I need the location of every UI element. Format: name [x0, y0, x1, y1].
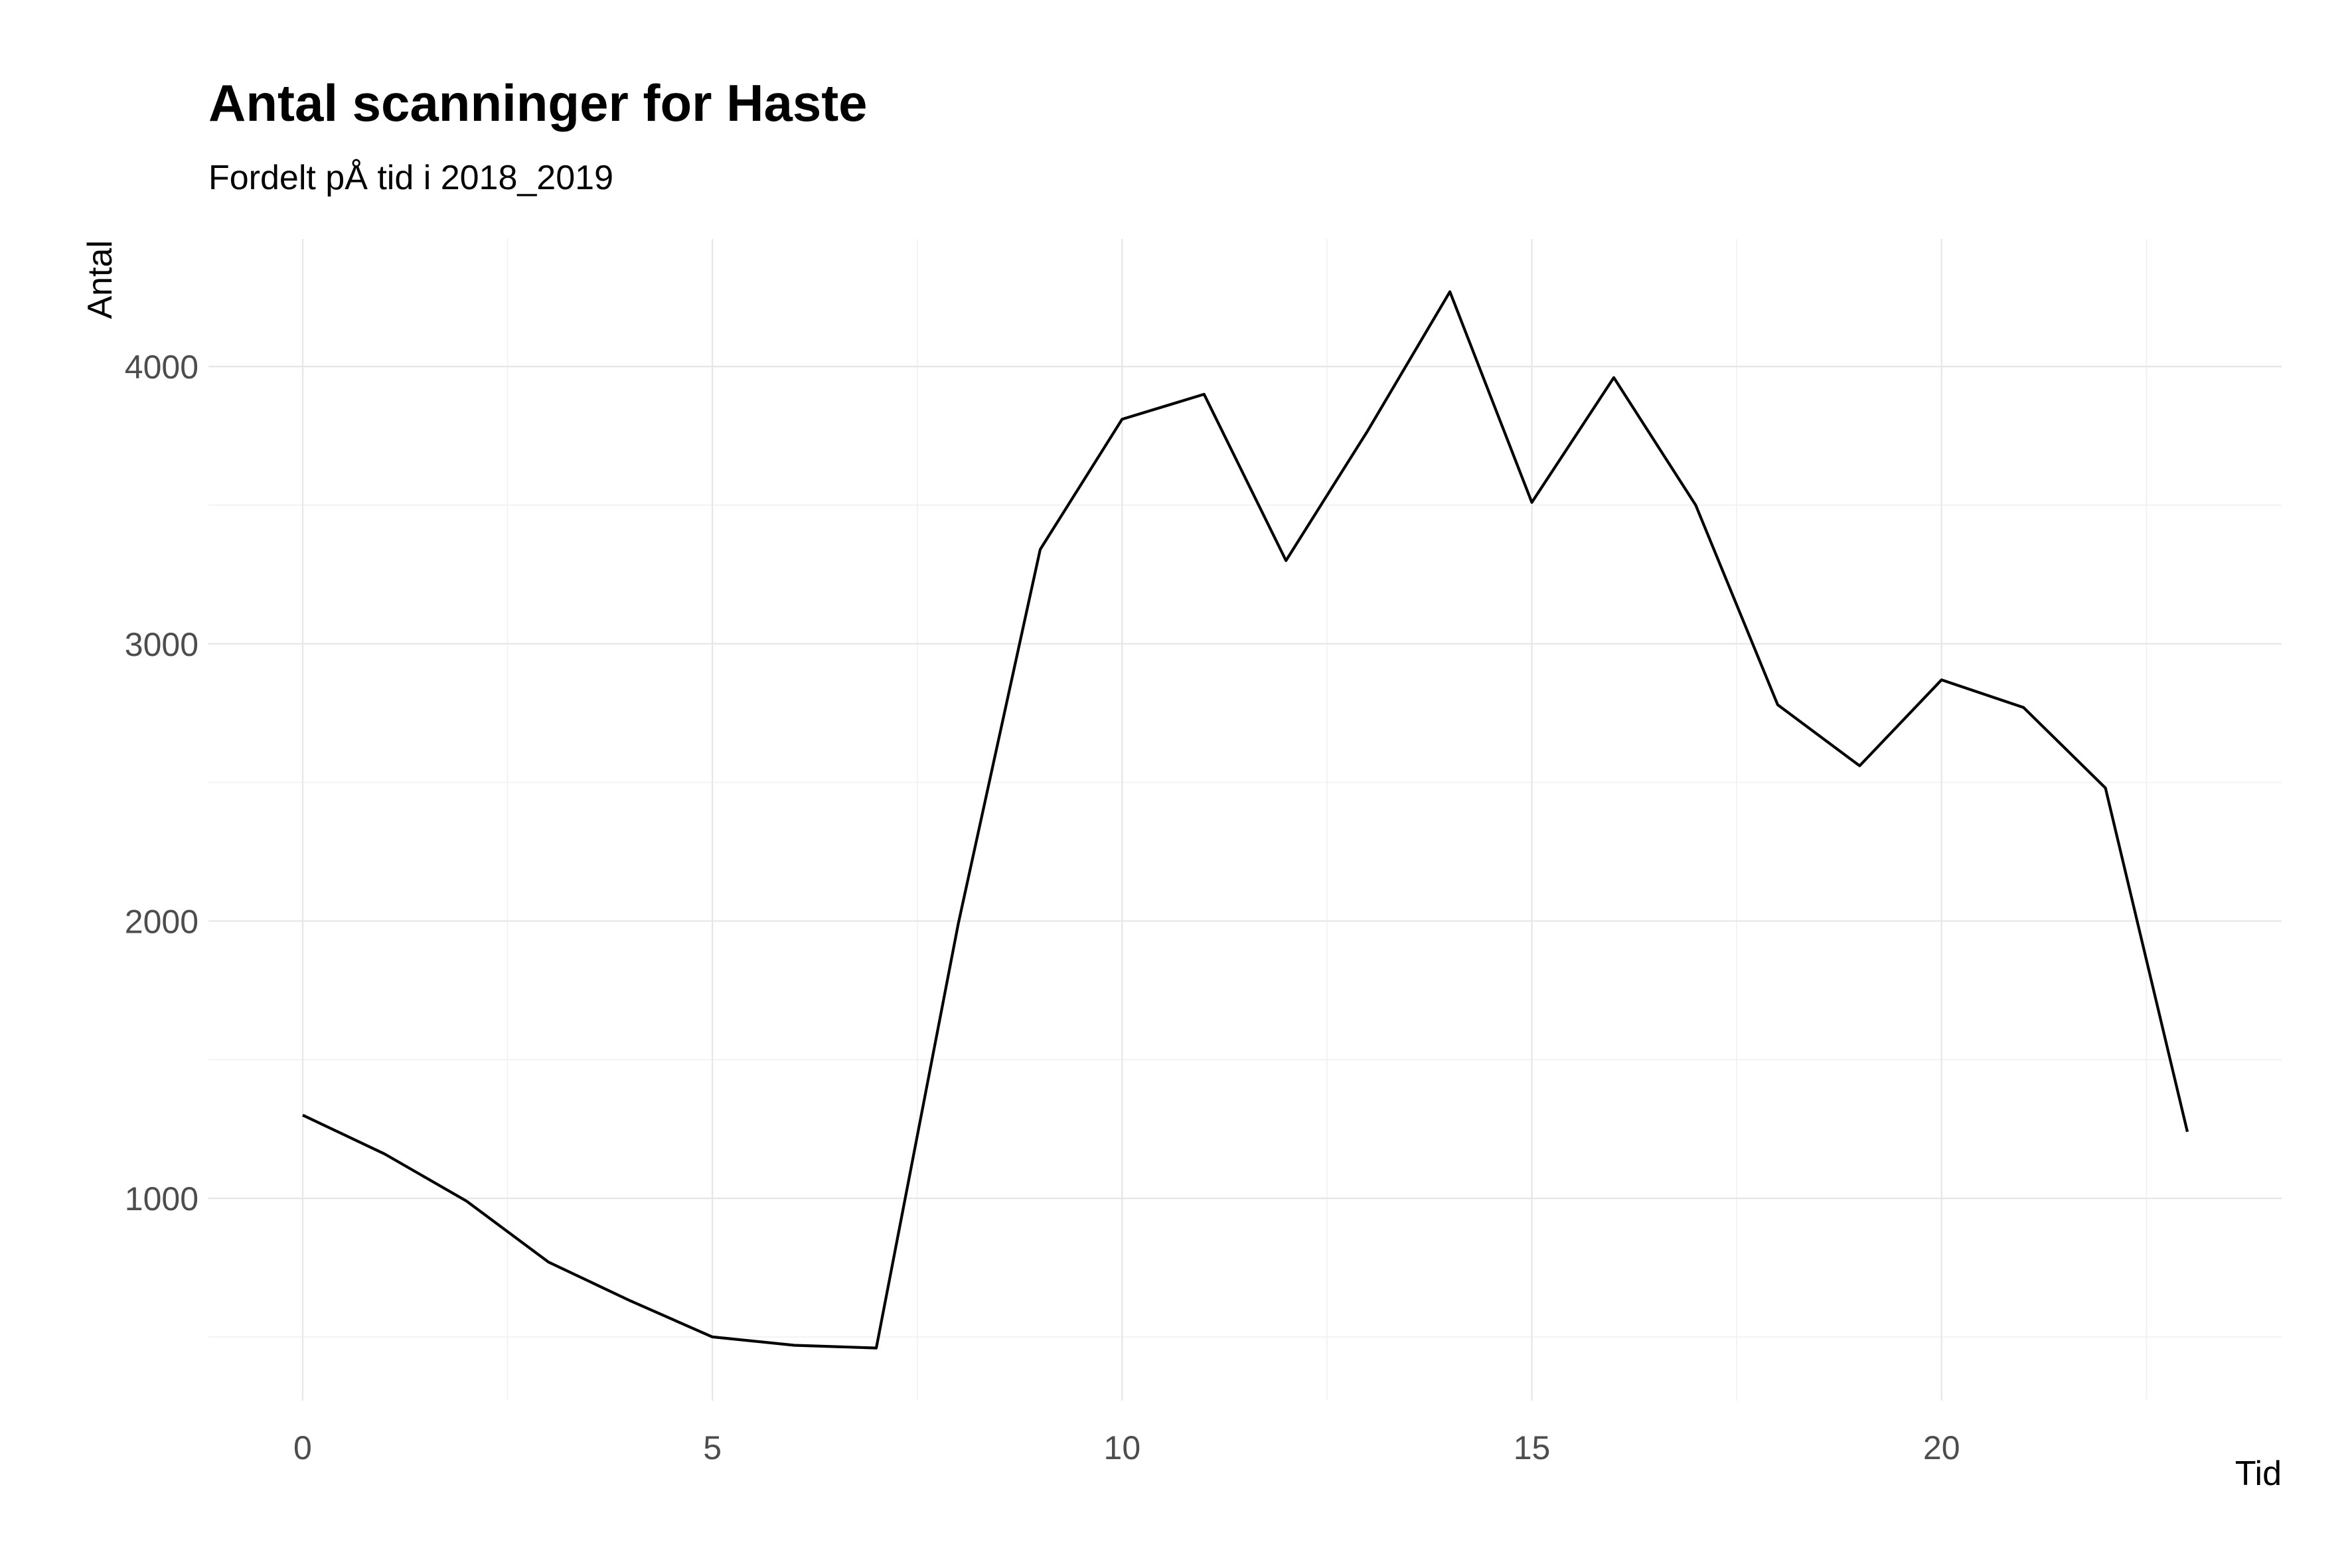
y-tick-label: 3000 [125, 626, 198, 663]
series-layer [302, 290, 2189, 1350]
minor-gridlines [208, 239, 2282, 1401]
x-tick-label: 5 [703, 1429, 722, 1466]
chart-subtitle: Fordelt pÅ tid i 2018_2019 [208, 159, 613, 197]
series-line [302, 290, 2189, 1350]
y-tick-label: 4000 [125, 349, 198, 386]
x-tick-label: 20 [1923, 1429, 1960, 1466]
major-gridlines [208, 239, 2282, 1401]
x-axis-title: Tid [2235, 1454, 2282, 1493]
chart-title: Antal scanninger for Haste [208, 74, 868, 132]
x-tick-label: 10 [1104, 1429, 1141, 1466]
y-axis-title: Antal [81, 240, 119, 319]
x-axis-tick-labels: 0 5 10 15 20 [293, 1429, 1960, 1466]
x-tick-label: 15 [1514, 1429, 1551, 1466]
x-tick-label: 0 [293, 1429, 312, 1466]
y-tick-label: 1000 [125, 1180, 198, 1217]
y-axis-tick-labels: 1000 2000 3000 4000 [125, 349, 198, 1217]
y-tick-label: 2000 [125, 903, 198, 940]
